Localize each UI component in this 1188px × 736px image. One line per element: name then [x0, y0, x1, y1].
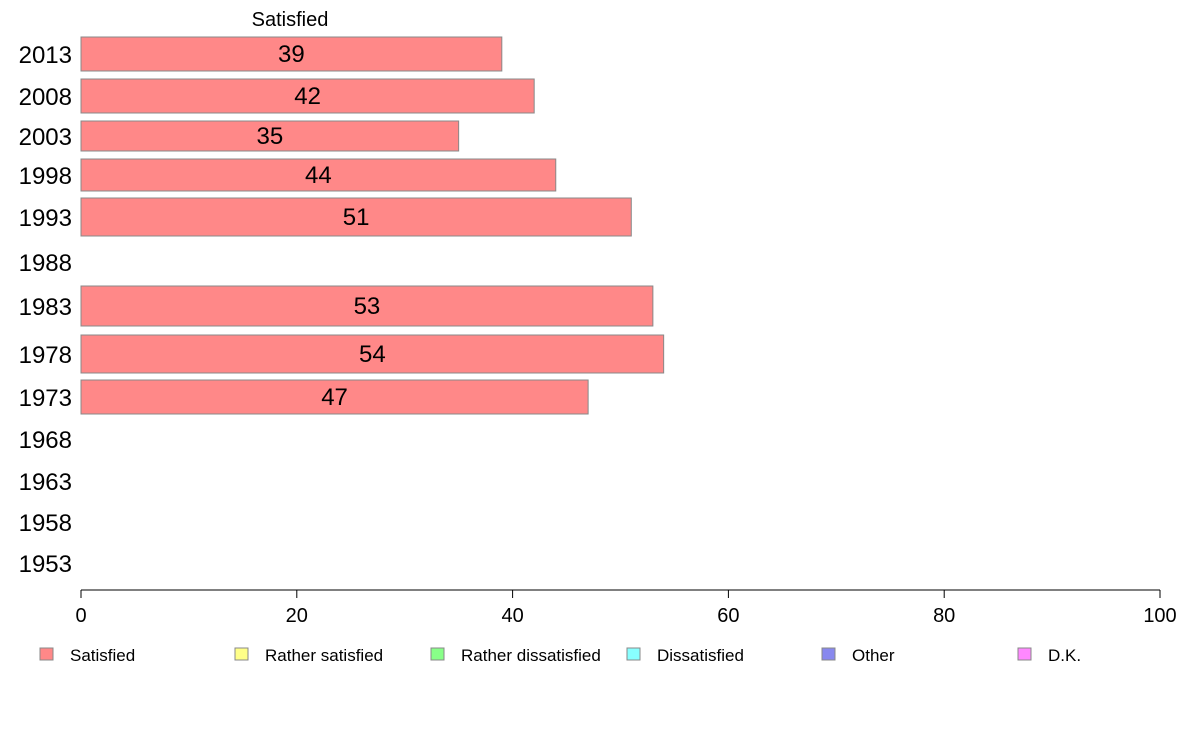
x-tick-label: 20 — [286, 605, 308, 627]
year-label: 1988 — [19, 250, 72, 277]
year-label: 1983 — [19, 294, 72, 321]
x-axis: 0 20 40 60 80 100 — [75, 589, 1177, 627]
legend-label: Satisfied — [70, 646, 135, 665]
legend-label: Rather satisfied — [265, 646, 383, 665]
data-labels: 39 42 35 44 51 53 54 47 — [256, 41, 385, 411]
bar — [80, 36, 503, 72]
bars — [80, 36, 665, 415]
bar — [80, 285, 654, 327]
y-axis-labels: 2013 2008 2003 1998 1993 1988 1983 1978 1973 1968… — [19, 42, 72, 578]
year-label: 1978 — [19, 342, 72, 369]
x-tick-label: 100 — [1143, 605, 1176, 627]
legend-swatch — [430, 647, 445, 661]
year-label: 1973 — [19, 385, 72, 412]
bar — [80, 120, 460, 152]
data-label: 54 — [359, 341, 386, 368]
year-label: 2003 — [19, 124, 72, 151]
x-tick-label: 80 — [933, 605, 955, 627]
legend-swatch — [1017, 647, 1032, 661]
legend-label: Other — [852, 646, 895, 665]
data-label: 44 — [305, 162, 332, 189]
x-tick-label: 60 — [717, 605, 739, 627]
data-label: 47 — [321, 384, 348, 411]
legend: Satisfied Rather satisfied Rather dissatis… — [39, 646, 1081, 665]
bar — [80, 379, 589, 415]
data-label: 35 — [256, 123, 283, 150]
data-label: 53 — [354, 293, 381, 320]
year-label: 1993 — [19, 205, 72, 232]
legend-swatch — [821, 647, 836, 661]
bar — [80, 78, 535, 114]
data-label: 42 — [294, 83, 321, 110]
year-label: 1963 — [19, 469, 72, 496]
bar — [80, 158, 557, 192]
x-tick-label: 40 — [501, 605, 523, 627]
legend-swatch — [626, 647, 641, 661]
legend-label: Rather dissatisfied — [461, 646, 601, 665]
data-label: 39 — [278, 41, 305, 68]
year-label: 1958 — [19, 510, 72, 537]
year-label: 1998 — [19, 163, 72, 190]
bar — [80, 334, 665, 374]
legend-swatch — [39, 647, 54, 661]
bar — [80, 197, 632, 237]
legend-label: Dissatisfied — [657, 646, 744, 665]
year-label: 1953 — [19, 551, 72, 578]
data-label: 51 — [343, 204, 370, 231]
x-tick-label: 0 — [75, 605, 86, 627]
legend-label: D.K. — [1048, 646, 1081, 665]
legend-swatch — [234, 647, 249, 661]
chart-title: Satisfied — [252, 9, 329, 31]
year-label: 1968 — [19, 427, 72, 454]
year-label: 2013 — [19, 42, 72, 69]
year-label: 2008 — [19, 84, 72, 111]
